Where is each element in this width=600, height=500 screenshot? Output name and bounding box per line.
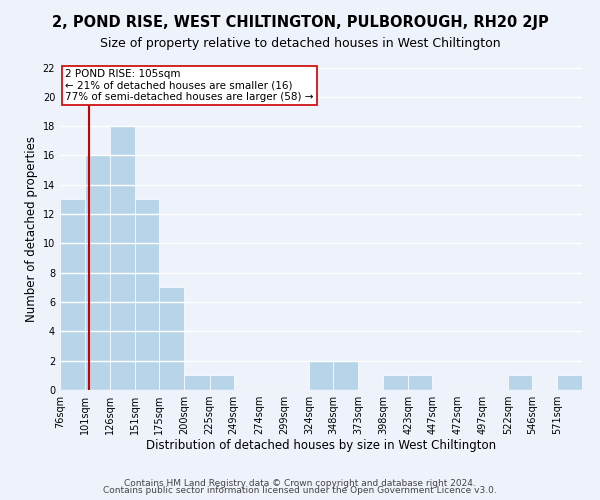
Bar	[409, 376, 433, 390]
Bar	[60, 200, 85, 390]
Bar	[383, 376, 409, 390]
Text: 2, POND RISE, WEST CHILTINGTON, PULBOROUGH, RH20 2JP: 2, POND RISE, WEST CHILTINGTON, PULBOROU…	[52, 15, 548, 30]
Bar	[508, 376, 532, 390]
Bar	[309, 360, 333, 390]
Bar	[160, 288, 184, 390]
Y-axis label: Number of detached properties: Number of detached properties	[25, 136, 38, 322]
Bar	[135, 200, 160, 390]
Bar	[184, 376, 209, 390]
Bar	[85, 156, 110, 390]
Bar	[333, 360, 358, 390]
Text: Contains HM Land Registry data © Crown copyright and database right 2024.: Contains HM Land Registry data © Crown c…	[124, 478, 476, 488]
Text: Contains public sector information licensed under the Open Government Licence v3: Contains public sector information licen…	[103, 486, 497, 495]
Text: Size of property relative to detached houses in West Chiltington: Size of property relative to detached ho…	[100, 38, 500, 51]
Text: 2 POND RISE: 105sqm
← 21% of detached houses are smaller (16)
77% of semi-detach: 2 POND RISE: 105sqm ← 21% of detached ho…	[65, 69, 314, 102]
Bar	[110, 126, 135, 390]
X-axis label: Distribution of detached houses by size in West Chiltington: Distribution of detached houses by size …	[146, 438, 496, 452]
Bar	[209, 376, 233, 390]
Bar	[557, 376, 582, 390]
